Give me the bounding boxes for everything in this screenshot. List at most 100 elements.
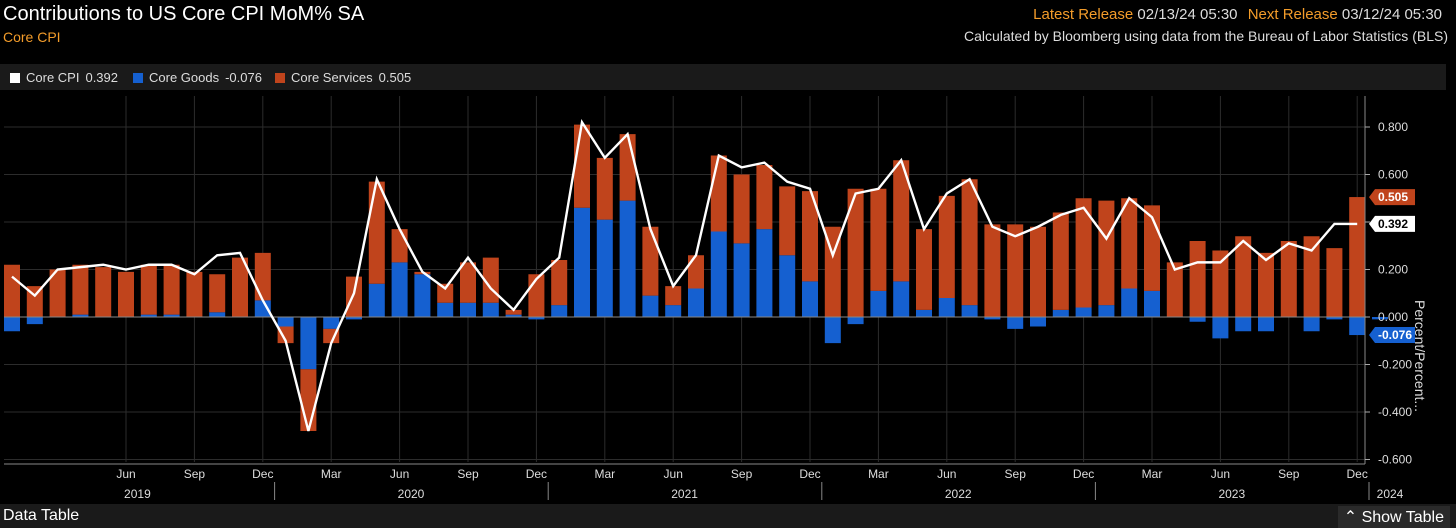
bar-core-goods [1212, 317, 1229, 339]
bar-core-goods [1075, 307, 1092, 317]
bar-core-goods [847, 317, 864, 325]
y-axis-label: Percent/Percent... [1412, 300, 1428, 413]
legend-value-core-goods: -0.076 [225, 70, 262, 85]
bar-core-services [4, 264, 20, 317]
footer-bar: Data Table ⌃ Show Table [0, 504, 1456, 528]
bar-core-services [961, 179, 978, 306]
bar-core-services [1030, 226, 1046, 317]
chart-title: Contributions to US Core CPI MoM% SA [3, 3, 365, 25]
source-note: Calculated by Bloomberg using data from … [963, 28, 1448, 44]
legend-label-core-cpi: Core CPI [26, 70, 80, 85]
bar-core-goods [391, 262, 408, 317]
bar-core-services [254, 252, 271, 301]
bar-core-services [574, 124, 590, 208]
legend-value-core-services: 0.505 [378, 70, 412, 85]
bar-core-services [300, 369, 317, 431]
latest-release-value: 02/13/24 05:30 [1137, 6, 1238, 23]
legend-core-services[interactable]: Core Services 0.505 [275, 70, 411, 85]
legend-swatch-core-goods [133, 72, 143, 83]
bar-core-services [984, 224, 1001, 317]
x-tick-label: Dec [1347, 467, 1368, 481]
bar-core-goods [1189, 317, 1206, 322]
x-tick-label: Jun [116, 467, 135, 481]
legend-label-core-goods: Core Goods [149, 70, 220, 85]
bar-core-services [802, 191, 818, 282]
year-label: 2020 [398, 487, 425, 501]
bar-core-services [186, 271, 203, 317]
x-tick-label: Jun [664, 467, 683, 481]
bar-core-goods [574, 207, 590, 317]
bar-core-goods [1303, 317, 1320, 332]
bar-core-goods [1121, 288, 1138, 317]
bar-core-goods [254, 300, 271, 317]
latest-release-label: Latest Release [1033, 6, 1134, 23]
bar-core-services [391, 229, 408, 263]
bar-core-goods [1372, 317, 1388, 320]
bar-core-goods [437, 302, 454, 317]
next-release-label: Next Release [1247, 6, 1338, 23]
legend-swatch-core-services [275, 72, 285, 83]
bar-core-services [163, 264, 180, 315]
bar-core-services [551, 260, 568, 306]
bar-core-goods [984, 317, 1001, 320]
bar-core-goods [1052, 309, 1069, 317]
bar-core-goods [1098, 305, 1115, 317]
chart-plot: 0.8000.6000.4000.2000.000-0.200-0.400-0.… [4, 96, 1415, 501]
bar-core-services [49, 269, 66, 317]
bar-core-goods [619, 200, 636, 317]
y-tick-label: -0.400 [1378, 405, 1412, 419]
y-tick-label: 0.200 [1378, 263, 1408, 277]
x-tick-label: Mar [868, 467, 889, 481]
legend-core-cpi[interactable]: Core CPI 0.392 [10, 70, 118, 85]
bar-core-services [665, 286, 682, 306]
x-tick-label: Dec [799, 467, 820, 481]
show-table-button[interactable]: ⌃ Show Table [1337, 506, 1450, 528]
bar-core-services [140, 264, 157, 315]
bar-core-services [756, 165, 773, 230]
bar-core-services [277, 326, 294, 344]
bar-core-goods [893, 281, 910, 317]
bar-core-services [870, 188, 887, 291]
legend-core-goods[interactable]: Core Goods -0.076 [133, 70, 262, 85]
x-tick-label: Sep [184, 467, 206, 481]
bar-core-services [1303, 236, 1320, 317]
bar-core-goods [26, 317, 43, 325]
bar-core-goods [665, 305, 682, 317]
bar-core-goods [460, 302, 476, 317]
bar-core-goods [1007, 317, 1024, 329]
bar-core-services [1349, 197, 1366, 317]
bar-core-goods [4, 317, 20, 332]
bar-core-goods [1144, 290, 1160, 317]
bar-core-goods [528, 317, 545, 320]
show-table-label: Show Table [1361, 509, 1444, 526]
bar-core-goods [140, 314, 157, 317]
bar-core-services [847, 188, 864, 317]
bar-core-services [1166, 262, 1183, 317]
bar-core-goods [710, 231, 727, 317]
last-value-core-services: 0.505 [1378, 190, 1408, 204]
bar-core-goods [1235, 317, 1252, 332]
bar-core-goods [1349, 317, 1366, 336]
year-label: 2022 [945, 487, 972, 501]
x-tick-label: Jun [1211, 467, 1230, 481]
x-tick-label: Mar [1142, 467, 1163, 481]
bar-core-services [938, 195, 955, 298]
bar-core-services [72, 264, 89, 315]
bar-core-services [596, 157, 613, 220]
x-tick-label: Dec [252, 467, 273, 481]
bar-core-services [779, 186, 796, 256]
bar-core-goods [72, 314, 89, 317]
bar-core-goods [756, 229, 773, 317]
x-tick-label: Dec [1073, 467, 1094, 481]
bar-core-goods [688, 288, 704, 317]
year-label: 2024 [1377, 487, 1404, 501]
bar-core-services [1189, 241, 1206, 317]
bar-core-services [95, 267, 112, 317]
bar-core-goods [1326, 317, 1343, 320]
bar-core-goods [551, 305, 568, 317]
bar-core-services [916, 229, 932, 310]
year-label: 2021 [671, 487, 698, 501]
legend: Core CPI 0.392 Core Goods -0.076 Core Se… [0, 64, 1446, 90]
bar-core-services [232, 257, 248, 317]
bar-core-goods [209, 312, 226, 317]
